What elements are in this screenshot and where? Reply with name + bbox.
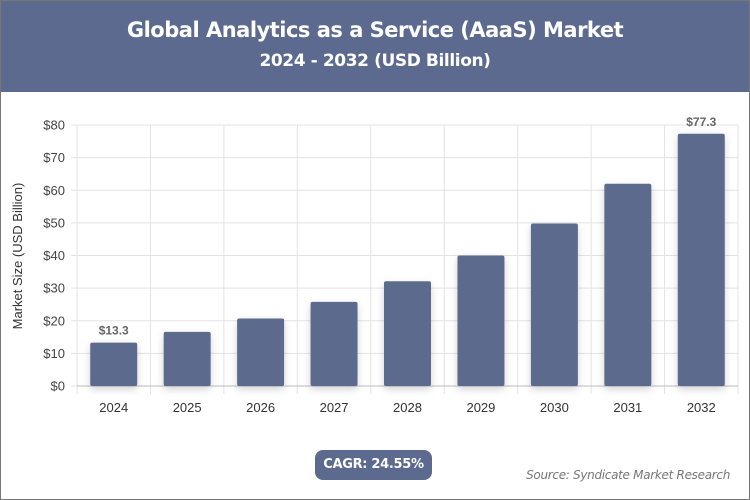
bar — [604, 183, 652, 386]
bar — [163, 331, 211, 386]
source-note: Source: Syndicate Market Research — [526, 468, 730, 482]
bar — [530, 223, 578, 386]
data-label: $77.3 — [686, 115, 716, 129]
x-tick-label: 2024 — [99, 400, 128, 415]
x-tick-label: 2031 — [613, 400, 642, 415]
y-tick-label: $60 — [43, 183, 65, 198]
chart-subtitle: 2024 - 2032 (USD Billion) — [259, 51, 491, 71]
bar — [677, 133, 725, 386]
y-axis-label: Market Size (USD Billion) — [10, 183, 25, 330]
bar — [90, 342, 138, 386]
y-tick-label: $40 — [43, 248, 65, 263]
chart-title: Global Analytics as a Service (AaaS) Mar… — [126, 18, 624, 42]
y-tick-label: $30 — [43, 281, 65, 296]
data-label: $13.3 — [99, 324, 129, 338]
chart-header: Global Analytics as a Service (AaaS) Mar… — [1, 1, 749, 92]
bar — [384, 281, 431, 386]
x-tick-label: 2026 — [246, 400, 275, 415]
y-tick-label: $20 — [43, 313, 65, 328]
y-tick-label: $0 — [51, 379, 65, 394]
y-tick-label: $10 — [43, 346, 65, 361]
bar — [457, 255, 505, 386]
cagr-badge: CAGR: 24.55% — [315, 450, 432, 480]
x-tick-label: 2032 — [687, 400, 716, 415]
bar — [310, 301, 358, 386]
y-tick-label: $80 — [43, 118, 65, 133]
x-tick-label: 2030 — [540, 400, 569, 415]
x-tick-label: 2025 — [173, 400, 202, 415]
y-tick-label: $70 — [43, 150, 65, 165]
x-tick-label: 2028 — [393, 400, 422, 415]
y-tick-label: $50 — [43, 215, 65, 230]
x-tick-label: 2029 — [466, 400, 495, 415]
x-tick-label: 2027 — [320, 400, 349, 415]
bar — [237, 318, 285, 386]
